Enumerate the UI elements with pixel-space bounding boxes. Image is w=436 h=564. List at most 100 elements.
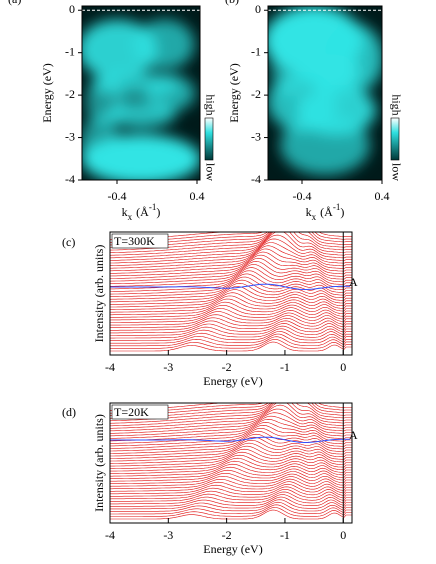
x-axis-label-part: x bbox=[312, 212, 317, 222]
edc-curve bbox=[110, 460, 352, 474]
edc-curve bbox=[110, 469, 352, 482]
x-axis-label: kx (Å-1) bbox=[306, 202, 345, 222]
edc-curve bbox=[110, 491, 352, 502]
edc-curve bbox=[110, 451, 352, 467]
x-axis-label: kx (Å-1) bbox=[122, 202, 161, 222]
edc-curve bbox=[110, 445, 352, 462]
edc-curve bbox=[110, 504, 352, 515]
y-axis-label: Intensity (arb. units) bbox=[92, 414, 106, 512]
intensity-blob bbox=[280, 115, 370, 176]
panel-label: (a) bbox=[8, 0, 21, 6]
x-tick-label: -2 bbox=[222, 528, 232, 542]
x-axis-label-part: ) bbox=[340, 205, 344, 219]
intensity-map bbox=[82, 19, 200, 180]
colorbar bbox=[204, 117, 214, 161]
edc-curve bbox=[110, 260, 352, 282]
edc-curve bbox=[110, 442, 352, 459]
edc-curve bbox=[110, 463, 352, 477]
marker-label: A bbox=[349, 275, 358, 289]
colorbar bbox=[390, 117, 400, 161]
edc-curve bbox=[110, 257, 352, 279]
y-axis-label: Intensity (arb. units) bbox=[92, 245, 106, 343]
edc-curve bbox=[110, 439, 352, 457]
x-tick-label: 0 bbox=[340, 360, 346, 374]
plot-area bbox=[82, 6, 200, 180]
edc-curve bbox=[110, 232, 352, 256]
edc-curve bbox=[110, 279, 352, 297]
edc-curve bbox=[110, 473, 352, 484]
y-tick-label: -1 bbox=[65, 44, 75, 58]
edc-curve bbox=[110, 254, 352, 277]
y-tick-label: -2 bbox=[251, 87, 261, 101]
edc-curve bbox=[110, 501, 352, 512]
edc-curve bbox=[110, 341, 352, 352]
edc-curve bbox=[110, 325, 352, 336]
edc-curve bbox=[110, 273, 352, 292]
edc-curve bbox=[110, 331, 352, 341]
edc-curve bbox=[110, 245, 352, 269]
edc-curve bbox=[110, 238, 352, 264]
edc-curve bbox=[110, 317, 352, 328]
x-axis-label-part: ) bbox=[156, 205, 160, 219]
edc-curve bbox=[110, 276, 352, 295]
edc-curve bbox=[110, 282, 352, 300]
x-axis-label-part: x bbox=[128, 212, 133, 222]
y-tick-label: -3 bbox=[251, 129, 261, 143]
edc-curve bbox=[110, 295, 352, 310]
colorbar-high: high bbox=[389, 94, 403, 115]
edc-curve bbox=[110, 509, 352, 520]
y-tick-label: -4 bbox=[251, 172, 261, 186]
y-axis-label: Energy (eV) bbox=[227, 63, 241, 122]
edc-curve bbox=[110, 232, 352, 253]
edc-curve bbox=[110, 507, 352, 517]
y-tick-label: -3 bbox=[65, 129, 75, 143]
y-tick-label: -4 bbox=[65, 172, 75, 186]
x-axis-label-part: (Å bbox=[136, 205, 149, 219]
intensity-blob bbox=[134, 19, 195, 70]
annotation-box bbox=[111, 404, 169, 420]
x-tick-label: -1 bbox=[280, 528, 290, 542]
annotation: T=20K bbox=[114, 405, 149, 419]
edc-curve bbox=[110, 323, 352, 334]
marker-label: A bbox=[349, 428, 358, 442]
edc-curve bbox=[110, 466, 352, 479]
edc-curve bbox=[110, 483, 352, 495]
annotation-box bbox=[111, 233, 169, 249]
x-axis-label-part: k bbox=[122, 205, 128, 219]
y-tick-label: -1 bbox=[251, 44, 261, 58]
x-tick-label: -0.4 bbox=[108, 189, 127, 203]
edc-curve bbox=[110, 234, 352, 261]
edc-curve bbox=[110, 314, 352, 326]
x-tick-label: 0.4 bbox=[375, 189, 390, 203]
x-axis-label: Energy (eV) bbox=[203, 542, 262, 556]
y-tick-label: 0 bbox=[69, 2, 75, 16]
plot-frame bbox=[109, 231, 353, 356]
edc-curve bbox=[110, 251, 352, 274]
x-tick-label: -3 bbox=[163, 528, 173, 542]
edc-curve bbox=[110, 486, 352, 497]
edc-curve bbox=[110, 403, 352, 424]
edc-curve bbox=[110, 428, 352, 447]
edc-curve bbox=[110, 404, 352, 429]
edc-curve bbox=[110, 499, 352, 510]
edc-curve bbox=[110, 289, 352, 305]
colorbar-low: low bbox=[389, 163, 403, 181]
plot-frame bbox=[109, 402, 353, 524]
edc-curve bbox=[110, 232, 352, 259]
panel-label: (d) bbox=[62, 405, 76, 419]
reference-curve bbox=[110, 283, 350, 291]
x-axis-label: Energy (eV) bbox=[203, 374, 262, 388]
edc-curve bbox=[110, 301, 352, 316]
edc-curve bbox=[110, 403, 352, 427]
x-tick-label: -4 bbox=[105, 528, 115, 542]
edc-curve bbox=[110, 339, 352, 349]
edc-curve bbox=[110, 457, 352, 472]
x-axis-label-part: k bbox=[306, 205, 312, 219]
panel-label: (b) bbox=[225, 0, 239, 6]
edc-curve bbox=[110, 412, 352, 434]
edc-curve bbox=[110, 418, 352, 439]
edc-curve bbox=[110, 415, 352, 437]
edc-curve bbox=[110, 264, 352, 284]
edc-curve bbox=[110, 424, 352, 444]
reference-curve bbox=[110, 436, 350, 444]
